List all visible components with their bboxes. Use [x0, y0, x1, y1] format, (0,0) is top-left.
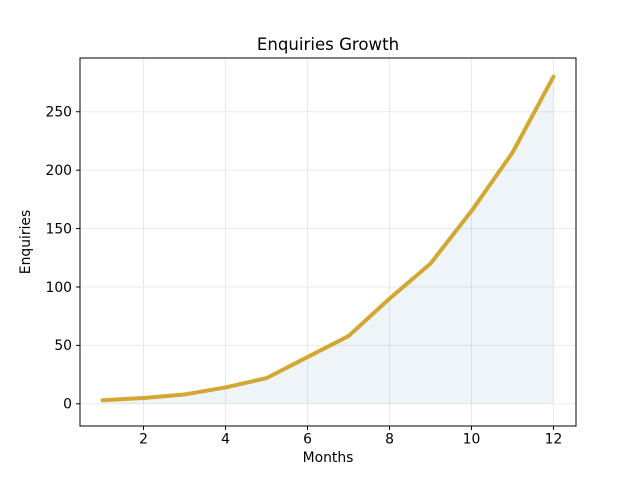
x-tick-label: 8 [385, 432, 394, 448]
data-line [100, 74, 556, 403]
x-axis-label: Months [303, 450, 354, 466]
y-tick-label: 200 [45, 163, 72, 179]
frame-layer [79, 57, 577, 427]
x-tick-label: 4 [221, 432, 230, 448]
chart-title: Enquiries Growth [257, 35, 399, 54]
x-tick-label: 6 [303, 432, 312, 448]
y-tick-label: 50 [54, 338, 72, 354]
plot-frame [79, 57, 577, 427]
y-axis-label: Enquiries [18, 210, 34, 274]
y-tick-label: 100 [45, 280, 72, 296]
y-tick-label: 150 [45, 221, 72, 237]
area-layer [102, 76, 554, 404]
x-tick-label: 2 [139, 432, 148, 448]
grid-layer [80, 58, 576, 426]
y-tick-label: 0 [63, 397, 72, 413]
line-layer [100, 74, 556, 403]
area-fill [102, 76, 554, 404]
tick-layer: 2 4 6 8 10 12 0 50 100 150 200 250 [45, 105, 562, 448]
y-tick-label: 250 [45, 105, 72, 121]
x-tick-label: 10 [463, 432, 481, 448]
x-tick-label: 12 [545, 432, 563, 448]
